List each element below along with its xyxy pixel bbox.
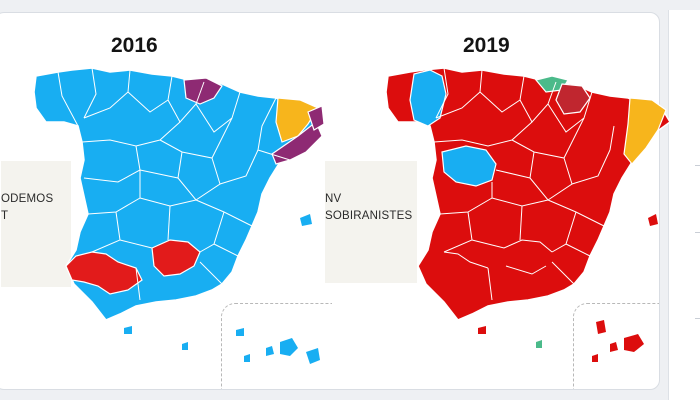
islands-2019 — [478, 214, 658, 362]
canary-island-3-2019 — [596, 320, 606, 334]
province-borders-2019 — [433, 67, 615, 301]
map-title-2019: 2019 — [463, 34, 510, 57]
canary-island-2-2019 — [610, 342, 618, 352]
region-navarra-2019 — [555, 83, 591, 115]
ceuta-2019 — [536, 340, 542, 348]
islands-2016 — [124, 214, 320, 364]
canary-island-4-2016 — [244, 354, 250, 362]
map-title-2016: 2016 — [111, 34, 158, 57]
balearic-island-2019 — [648, 214, 658, 226]
canary-island-4-2019 — [592, 354, 598, 362]
region-north-2016 — [183, 77, 223, 105]
legend-2016-line-2: T — [1, 210, 9, 222]
canary-islands-inset-2019 — [573, 303, 659, 389]
region-center-2019 — [441, 145, 497, 187]
legend-2019-line-1: NV — [325, 193, 342, 205]
region-galicia-2019 — [409, 69, 447, 127]
melilla-2019 — [478, 326, 486, 334]
side-panel-edge — [668, 10, 700, 400]
spain-map-2016 — [33, 67, 325, 364]
spain-map-2019 — [385, 67, 671, 362]
canary-island-1-2019 — [624, 334, 644, 352]
canary-island-1-2016 — [280, 338, 298, 356]
canary-island-5-2016 — [236, 328, 244, 336]
region-andalusia-east-2016 — [151, 239, 201, 277]
canary-islands-inset-2016 — [221, 303, 332, 389]
ceuta-2016 — [124, 326, 132, 334]
legend-2019-line-2: SOBIRANISTES — [325, 210, 413, 222]
canary-island-3-2016 — [306, 348, 320, 364]
province-borders-2016 — [57, 67, 291, 301]
region-catalonia-2019 — [623, 97, 667, 165]
melilla-2016 — [182, 342, 188, 350]
balearic-island-2016 — [300, 214, 312, 226]
legend-2016-line-1: ODEMOS — [1, 193, 54, 205]
spain-mainland-2016 — [33, 67, 319, 321]
region-east-upper-2016 — [307, 105, 325, 131]
canary-island-2-2016 — [266, 346, 274, 356]
region-catalonia-2016 — [275, 97, 319, 143]
legend-2016: ODEMOS T — [1, 161, 71, 287]
legend-2019: NV SOBIRANISTES — [325, 161, 417, 283]
